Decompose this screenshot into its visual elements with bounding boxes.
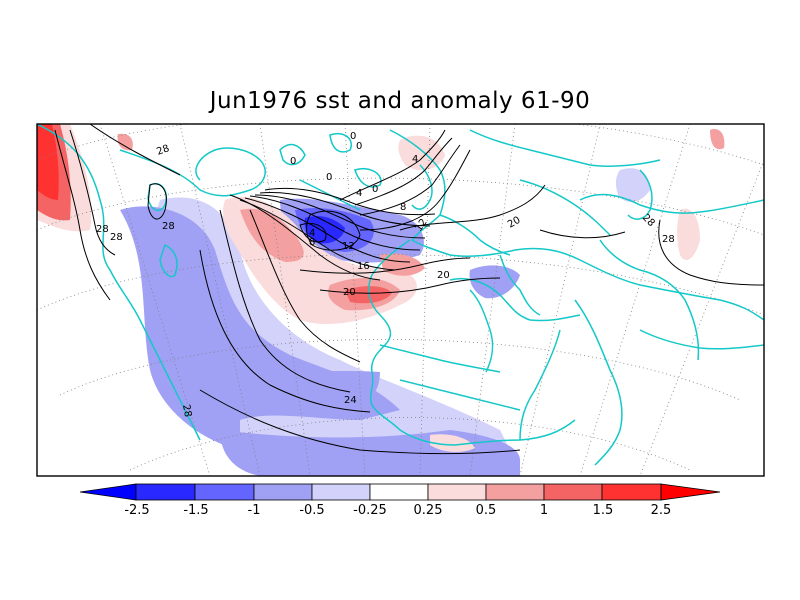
contour-label: 28: [96, 224, 109, 235]
colorbar-ticks: -2.5 -1.5 -1 -0.5 -0.25 0.25 0.5 1 1.5 2…: [124, 503, 671, 518]
contour-label: 28: [162, 221, 175, 232]
contour-label: 4: [309, 228, 315, 239]
colorbar: [79, 483, 721, 501]
coastlines: [37, 124, 764, 466]
colorbar-arrow-low: [79, 483, 137, 501]
map-title: Jun1976 sst and anomaly 61-90: [209, 88, 591, 114]
contour-label: 16: [357, 261, 370, 272]
colorbar-box: [543, 483, 603, 501]
shade-pos-north: [117, 133, 133, 151]
contour-label: 0: [356, 141, 362, 152]
colorbar-tick: -0.25: [353, 503, 387, 518]
colorbar-tick: -2.5: [124, 503, 149, 518]
contour-label: 0: [350, 131, 356, 142]
contour-label: 28: [155, 143, 171, 158]
colorbar-tick: -1: [248, 503, 261, 518]
contour-label: 0: [326, 172, 332, 183]
shade-neg-canary: [290, 370, 380, 410]
shade-pos-west-core: [37, 124, 59, 200]
colorbar-tick: 0.25: [414, 503, 443, 518]
contour-label: 28: [180, 404, 193, 418]
contour-label: 28: [662, 234, 675, 245]
contour-label: 4: [412, 154, 418, 165]
contour-label: 28: [110, 232, 123, 243]
colorbar-box: [135, 483, 196, 501]
colorbar-tick: 0.5: [476, 503, 497, 518]
sst-contours: [54, 124, 764, 455]
shade-neg-blacksea: [615, 168, 650, 202]
shade-pos-africa: [430, 434, 475, 452]
shade-pos-biscay-mid: [240, 208, 304, 262]
contour-label: 0: [290, 156, 296, 167]
colorbar-tick: -1.5: [183, 503, 208, 518]
colorbar-box: [194, 483, 255, 501]
contour-label: 8: [400, 202, 406, 213]
contour-label: 20: [437, 270, 450, 281]
colorbar-box: [485, 483, 545, 501]
contour-label: 0: [372, 184, 378, 195]
graticule: [37, 124, 764, 476]
colorbar-box: [253, 483, 313, 501]
contour-label: 20: [343, 287, 356, 298]
shade-pos-east: [677, 208, 700, 260]
contour-label: 24: [344, 395, 357, 406]
contour-label: 12: [342, 241, 355, 252]
map-area: [37, 124, 764, 476]
colorbar-box: [311, 483, 371, 501]
colorbar-box: [601, 483, 662, 501]
shade-pos-northeast: [710, 129, 725, 150]
colorbar-tick: -0.5: [299, 503, 324, 518]
colorbar-tick: 1: [540, 503, 548, 518]
contour-label: 4: [356, 188, 362, 199]
contour-label: 8: [309, 237, 315, 248]
colorbar-tick: 1.5: [593, 503, 614, 518]
colorbar-tick: 2.5: [651, 503, 672, 518]
colorbar-box: [427, 483, 487, 501]
colorbar-arrow-high: [660, 483, 721, 501]
colorbar-box: [369, 483, 429, 501]
map-frame: [36, 123, 765, 477]
